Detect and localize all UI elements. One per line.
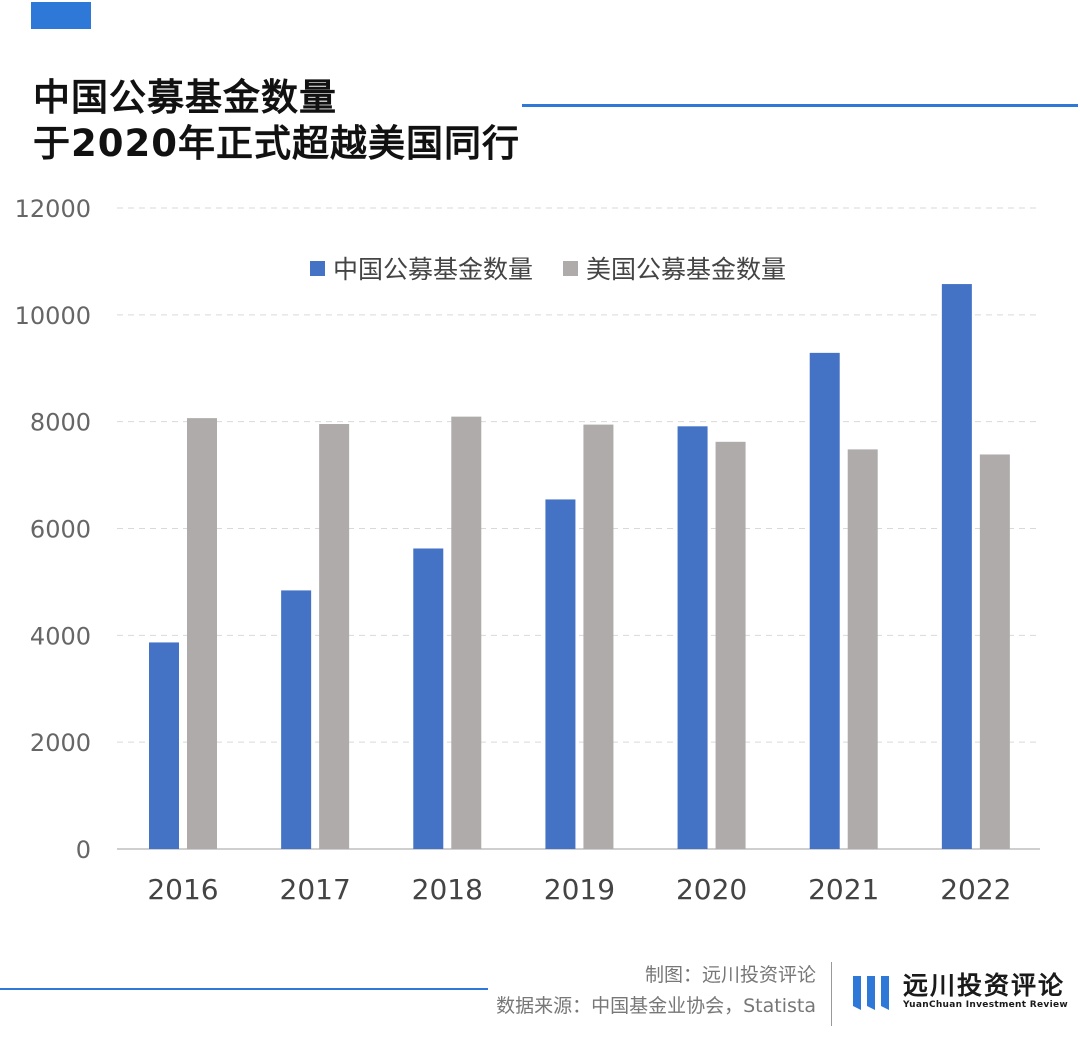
bar-us-2020 <box>715 441 746 849</box>
chart-title-line-2: 于2020年正式超越美国同行 <box>33 122 520 165</box>
bar-china-2022 <box>941 284 972 850</box>
x-tick-label: 2017 <box>280 873 351 906</box>
bar-china-2017 <box>281 590 312 849</box>
bar-us-2017 <box>319 424 350 849</box>
credit-chart-maker: 制图：远川投资评论 <box>644 964 816 986</box>
y-tick-label: 4000 <box>30 622 91 650</box>
brand: 远川投资评论 YuanChuan Investment Review <box>851 970 1068 1012</box>
bar-chart: 0 2000 4000 6000 8000 10000 12000 2016 2017 2018 2… <box>15 195 1040 906</box>
bar-us-2022 <box>979 454 1010 849</box>
bar-china-2019 <box>545 499 576 849</box>
legend-item-us: 美国公募基金数量 <box>563 250 786 286</box>
x-tick-label: 2020 <box>676 873 747 906</box>
y-tick-label: 6000 <box>30 516 91 544</box>
credits: 制图：远川投资评论 数据来源：中国基金业协会，Statista <box>496 960 816 1022</box>
title-block: 中国公募基金数量 于2020年正式超越美国同行 <box>33 75 520 167</box>
x-tick-label: 2022 <box>940 873 1011 906</box>
legend-label-us: 美国公募基金数量 <box>586 255 787 284</box>
y-tick-label: 8000 <box>30 409 91 437</box>
brand-logo-icon <box>853 976 889 1010</box>
brand-subtitle: YuanChuan Investment Review <box>903 1000 1068 1010</box>
bar-us-2016 <box>187 418 217 849</box>
legend-swatch-us <box>563 260 579 276</box>
y-tick-label: 10000 <box>15 302 91 330</box>
legend-swatch-china <box>310 260 325 276</box>
bar-china-2018 <box>413 548 444 849</box>
x-tick-label: 2019 <box>544 873 615 906</box>
bar-china-2020 <box>677 426 708 849</box>
legend-item-china: 中国公募基金数量 <box>310 250 533 286</box>
chart-legend: 中国公募基金数量 美国公募基金数量 <box>310 250 786 286</box>
legend-label-china: 中国公募基金数量 <box>333 255 534 284</box>
brand-text: 远川投资评论 YuanChuan Investment Review <box>903 971 1068 1011</box>
top-accent-bar <box>31 2 91 29</box>
credit-vertical-divider <box>831 962 832 1026</box>
y-tick-label: 2000 <box>30 729 91 757</box>
footer-divider <box>0 988 488 990</box>
x-tick-label: 2021 <box>808 873 879 906</box>
x-tick-label: 2018 <box>412 873 483 906</box>
bar-us-2019 <box>583 424 614 849</box>
credit-data-source: 数据来源：中国基金业协会，Statista <box>496 995 816 1017</box>
x-tick-label: 2016 <box>147 873 218 906</box>
brand-name: 远川投资评论 <box>903 971 1066 1000</box>
y-tick-label: 0 <box>76 836 91 864</box>
bar-us-2021 <box>847 449 878 849</box>
y-tick-label: 12000 <box>15 195 91 223</box>
bar-us-2018 <box>451 416 482 849</box>
bar-china-2016 <box>149 642 179 849</box>
title-divider <box>522 104 1078 107</box>
chart-title-line-1: 中国公募基金数量 <box>33 76 337 119</box>
bar-china-2021 <box>809 352 840 849</box>
